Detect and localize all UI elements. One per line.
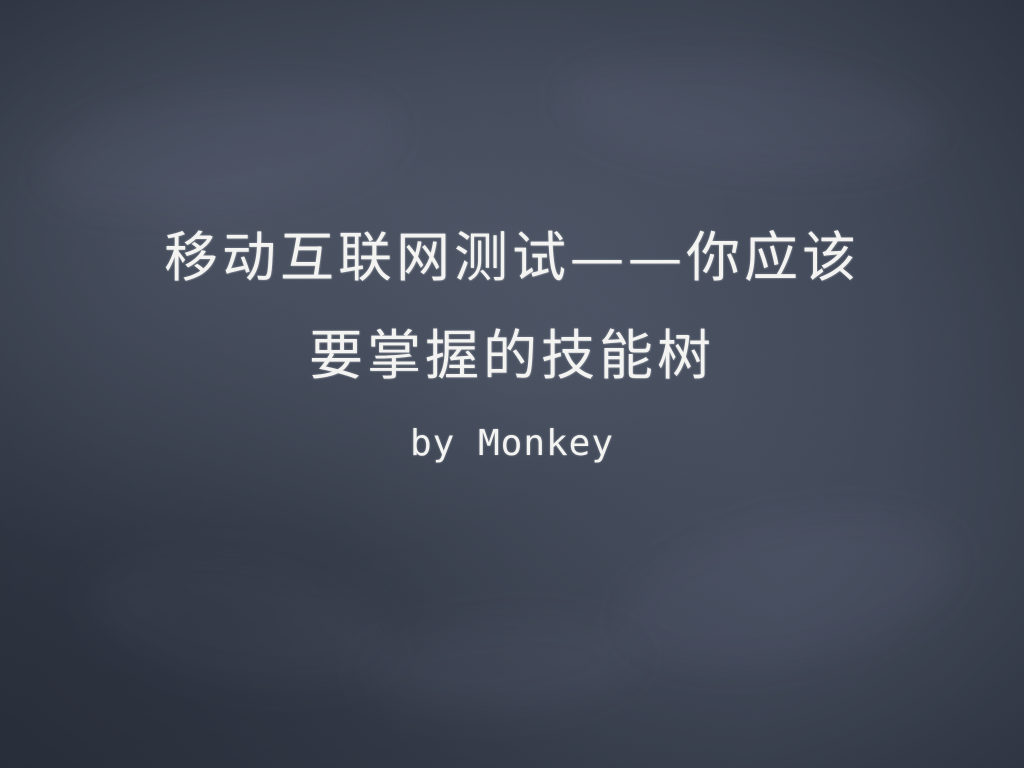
slide-title: 移动互联网测试——你应该 要掌握的技能树	[0, 222, 1024, 392]
author-byline: by Monkey	[409, 423, 615, 464]
chalk-smudge	[609, 486, 971, 694]
chalk-smudge	[33, 65, 407, 235]
title-line-1: 移动互联网测试——你应该	[164, 226, 860, 289]
chalk-smudge	[555, 40, 945, 190]
title-line-2: 要掌握的技能树	[309, 324, 715, 387]
chalk-smudge	[81, 534, 399, 706]
chalk-smudge	[357, 610, 643, 720]
